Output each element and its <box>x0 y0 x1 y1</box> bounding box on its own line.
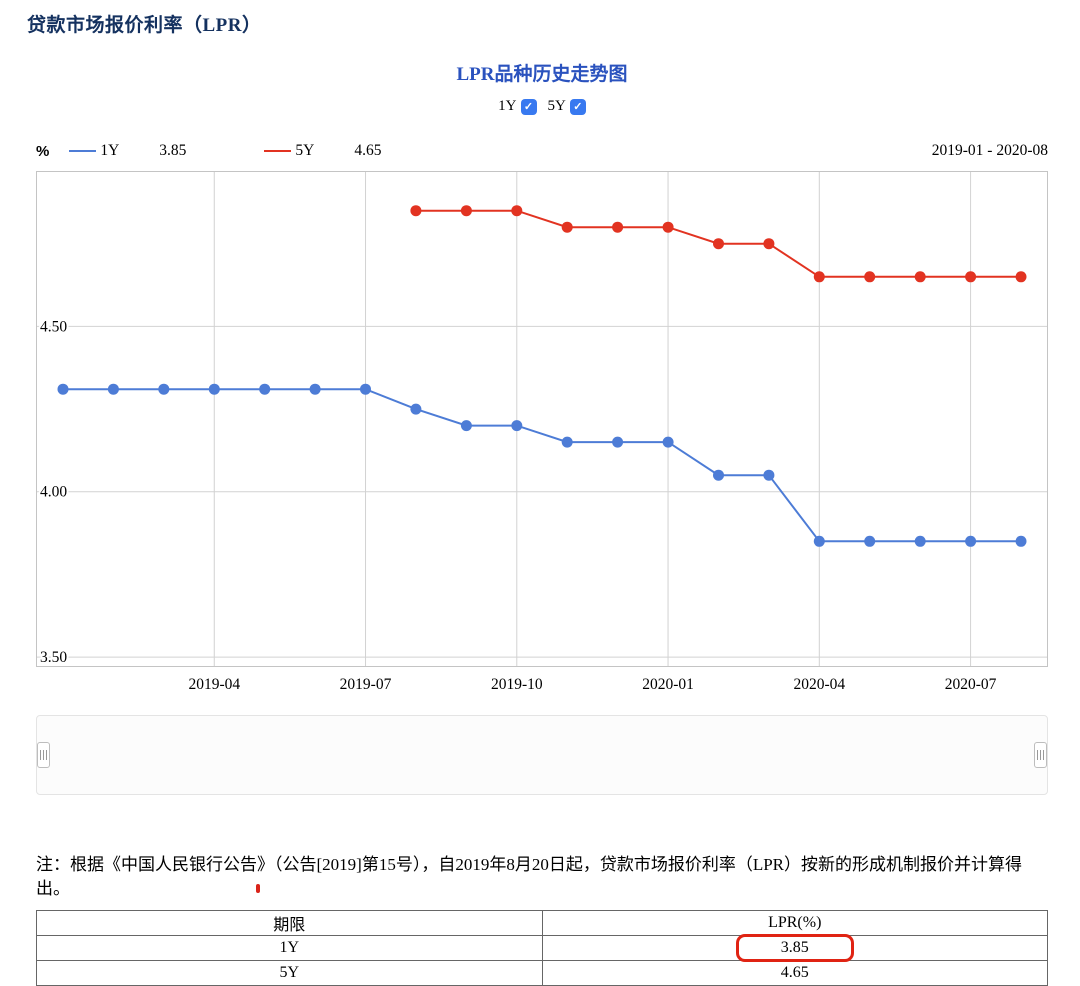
legend-label-5y: 5Y <box>295 142 315 159</box>
chart-legend: % 1Y 3.85 5Y 4.65 2019-01 - 2020-08 <box>36 141 1048 161</box>
column-header-lpr: LPR(%) <box>541 909 1048 936</box>
red-annotation-mark <box>256 884 260 893</box>
legend-label-1y: 1Y <box>100 142 120 159</box>
column-header-term: 期限 <box>36 909 543 936</box>
chart-date-range: 2019-01 - 2020-08 <box>931 142 1048 159</box>
svg-text:3.50: 3.50 <box>40 649 67 666</box>
svg-text:2020-04: 2020-04 <box>793 676 845 693</box>
lpr-1y-value: 3.85 <box>780 938 809 956</box>
footnote: 注：根据《中国人民银行公告》（公告[2019]第15号），自2019年8月20日… <box>36 855 1022 898</box>
chart-range-slider[interactable] <box>36 715 1048 795</box>
grip-icon <box>46 750 47 760</box>
toggle-1y-checkbox-icon[interactable] <box>520 98 537 115</box>
page-title: 贷款市场报价利率（LPR） <box>27 15 262 36</box>
legend-line-5y-icon <box>264 150 292 152</box>
series-toggles: 1Y 5Y <box>36 98 1048 115</box>
cell-term-1y: 1Y <box>36 934 543 961</box>
lpr-table: 期限 LPR(%) 1Y 3.85 5Y 4.65 <box>36 909 1048 986</box>
range-slider-right-handle[interactable] <box>1034 742 1047 768</box>
grip-icon <box>1040 750 1041 760</box>
y-axis-unit: % <box>36 142 50 160</box>
legend-line-1y-icon <box>69 150 97 152</box>
grip-icon <box>43 750 44 760</box>
table-row: 1Y 3.85 <box>36 933 1048 962</box>
svg-text:2019-07: 2019-07 <box>340 676 392 693</box>
grip-icon <box>1037 750 1038 760</box>
svg-text:2019-04: 2019-04 <box>188 676 240 693</box>
svg-text:2020-07: 2020-07 <box>945 676 997 693</box>
table-header-row: 期限 LPR(%) <box>36 909 1048 936</box>
legend-value-1y: 3.85 <box>159 142 187 159</box>
toggle-5y-checkbox-icon[interactable] <box>569 98 586 115</box>
lpr-trend-chart: 4.50 4.00 3.50 2019-04 2019-07 2019-10 2020-01… <box>36 171 1048 693</box>
toggle-5y-label: 5Y <box>547 98 566 114</box>
legend-value-5y: 4.65 <box>354 142 382 159</box>
table-row: 5Y 4.65 <box>36 959 1048 986</box>
legend-item-1y: 1Y 3.85 <box>69 142 186 160</box>
cell-term-5y: 5Y <box>36 959 543 986</box>
grip-icon <box>1043 750 1044 760</box>
svg-text:4.50: 4.50 <box>40 318 67 335</box>
toggle-1y-label: 1Y <box>498 98 517 114</box>
legend-item-5y: 5Y 4.65 <box>264 142 382 160</box>
grip-icon <box>40 750 41 760</box>
svg-text:4.00: 4.00 <box>40 484 67 501</box>
svg-text:2020-01: 2020-01 <box>642 676 694 693</box>
cell-lpr-1y: 3.85 <box>541 933 1048 962</box>
svg-text:2019-10: 2019-10 <box>491 676 543 693</box>
cell-lpr-5y: 4.65 <box>541 959 1048 986</box>
chart-title: LPR品种历史走势图 <box>456 64 628 85</box>
range-slider-left-handle[interactable] <box>37 742 50 768</box>
